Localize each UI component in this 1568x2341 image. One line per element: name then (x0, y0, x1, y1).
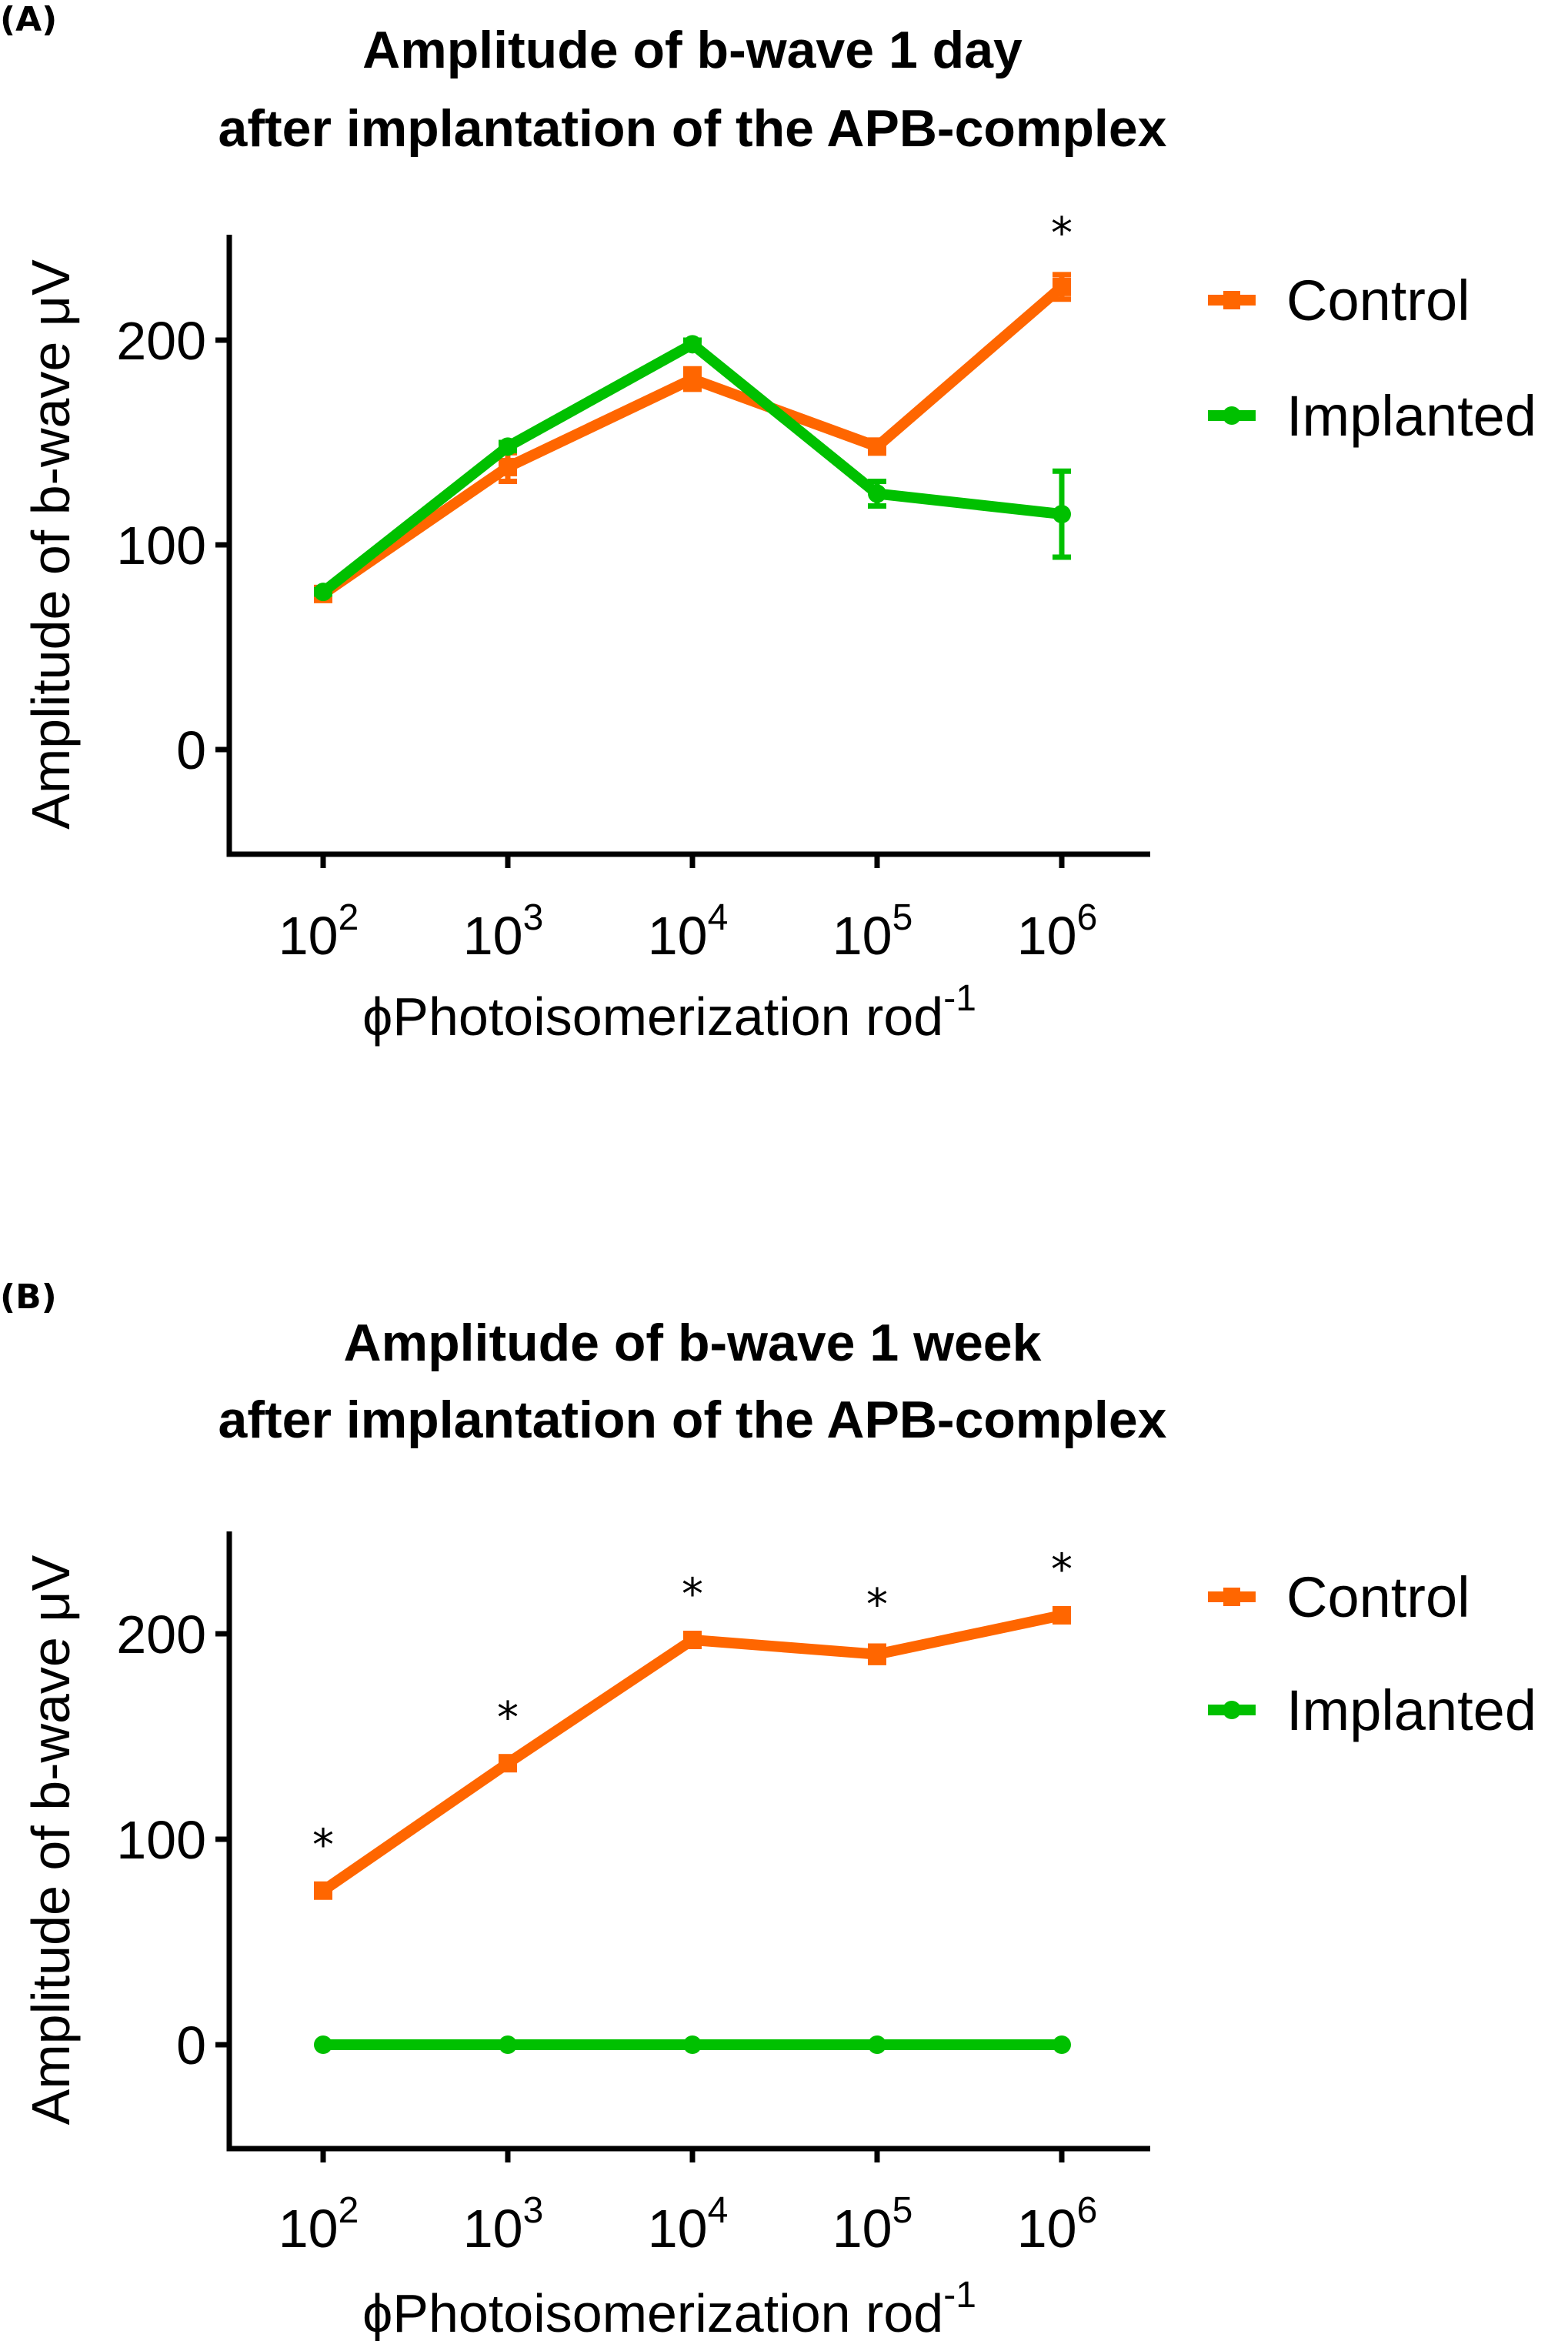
data-point-implanted (314, 583, 332, 602)
y-tick-label: 0 (176, 2015, 206, 2076)
axes (226, 235, 1150, 857)
data-point-control (683, 369, 702, 389)
x-axis-label: ϕPhotoisomerization rod-1 (362, 978, 976, 1047)
x-tick-label: 106 (1017, 897, 1098, 966)
data-point-control (499, 457, 517, 476)
x-tick-label: 106 (1017, 2190, 1098, 2259)
x-tick-label: 102 (279, 2190, 359, 2259)
chart-title-line: Amplitude of b-wave 1 week (344, 1314, 1042, 1372)
y-tick-label: 100 (116, 516, 206, 576)
series-line-control (320, 282, 1066, 599)
x-tick-label: 105 (832, 2190, 913, 2259)
data-point-implanted (868, 484, 886, 503)
axes (226, 1531, 1150, 2152)
x-tick-label: 104 (648, 2190, 729, 2259)
y-axis-label: Amplitude of b-wave μV (21, 259, 81, 830)
legend-label-implanted: Implanted (1286, 1678, 1536, 1742)
y-tick-label: 100 (116, 1810, 206, 1870)
legend-marker-circle (1223, 1701, 1241, 1719)
data-point-implanted (499, 437, 517, 456)
data-point-implanted (314, 2035, 332, 2054)
data-point-implanted (683, 335, 702, 354)
y-tick-label: 0 (176, 720, 206, 780)
data-point-control (683, 1631, 702, 1650)
legend-label-control: Control (1286, 269, 1470, 332)
y-tick-label: 200 (116, 311, 206, 371)
x-tick-label: 103 (463, 2190, 544, 2259)
x-tick-label: 102 (279, 897, 359, 966)
data-point-implanted (683, 2035, 702, 2054)
significance-marker: * (312, 1820, 334, 1870)
legend-marker-square (1223, 291, 1240, 309)
significance-marker: * (1051, 209, 1073, 259)
chart-panel-a: (A) Amplitude of b-wave 1 day after implan… (0, 0, 1536, 1047)
data-point-control (868, 437, 886, 456)
legend-label-implanted: Implanted (1286, 384, 1536, 448)
data-point-implanted (499, 2035, 517, 2054)
data-point-control (314, 1881, 332, 1900)
y-tick-label: 200 (116, 1605, 206, 1665)
data-point-implanted (1053, 2035, 1071, 2054)
data-point-control (868, 1645, 886, 1664)
data-point-implanted (868, 2035, 886, 2054)
significance-marker: * (682, 1570, 703, 1620)
significance-marker: * (1051, 1545, 1073, 1595)
series-line-control (320, 1610, 1063, 1895)
chart-title-line: after implantation of the APB-complex (219, 99, 1167, 158)
chart-title-line: Amplitude of b-wave 1 day (362, 21, 1023, 79)
x-tick-label: 104 (648, 897, 729, 966)
x-tick-label: 103 (463, 897, 544, 966)
x-tick-label: 105 (832, 897, 913, 966)
chart-title-line: after implantation of the APB-complex (219, 1391, 1167, 1449)
data-point-control (499, 1754, 517, 1773)
x-axis-label: ϕPhotoisomerization rod-1 (362, 2275, 976, 2341)
data-point-implanted (1053, 505, 1071, 524)
significance-marker: * (497, 1693, 519, 1743)
legend-marker-square (1223, 1588, 1240, 1606)
data-point-control (1053, 1605, 1071, 1625)
panel-label: (B) (0, 1277, 57, 1317)
legend-label-control: Control (1286, 1565, 1470, 1629)
legend-marker-circle (1223, 406, 1241, 425)
data-point-control (1053, 277, 1071, 296)
chart-panel-b: (B) Amplitude of b-wave 1 week after impla… (0, 1277, 1536, 2341)
y-axis-label: Amplitude of b-wave μV (21, 1555, 81, 2125)
significance-marker: * (866, 1580, 888, 1630)
panel-label: (A) (0, 0, 57, 39)
